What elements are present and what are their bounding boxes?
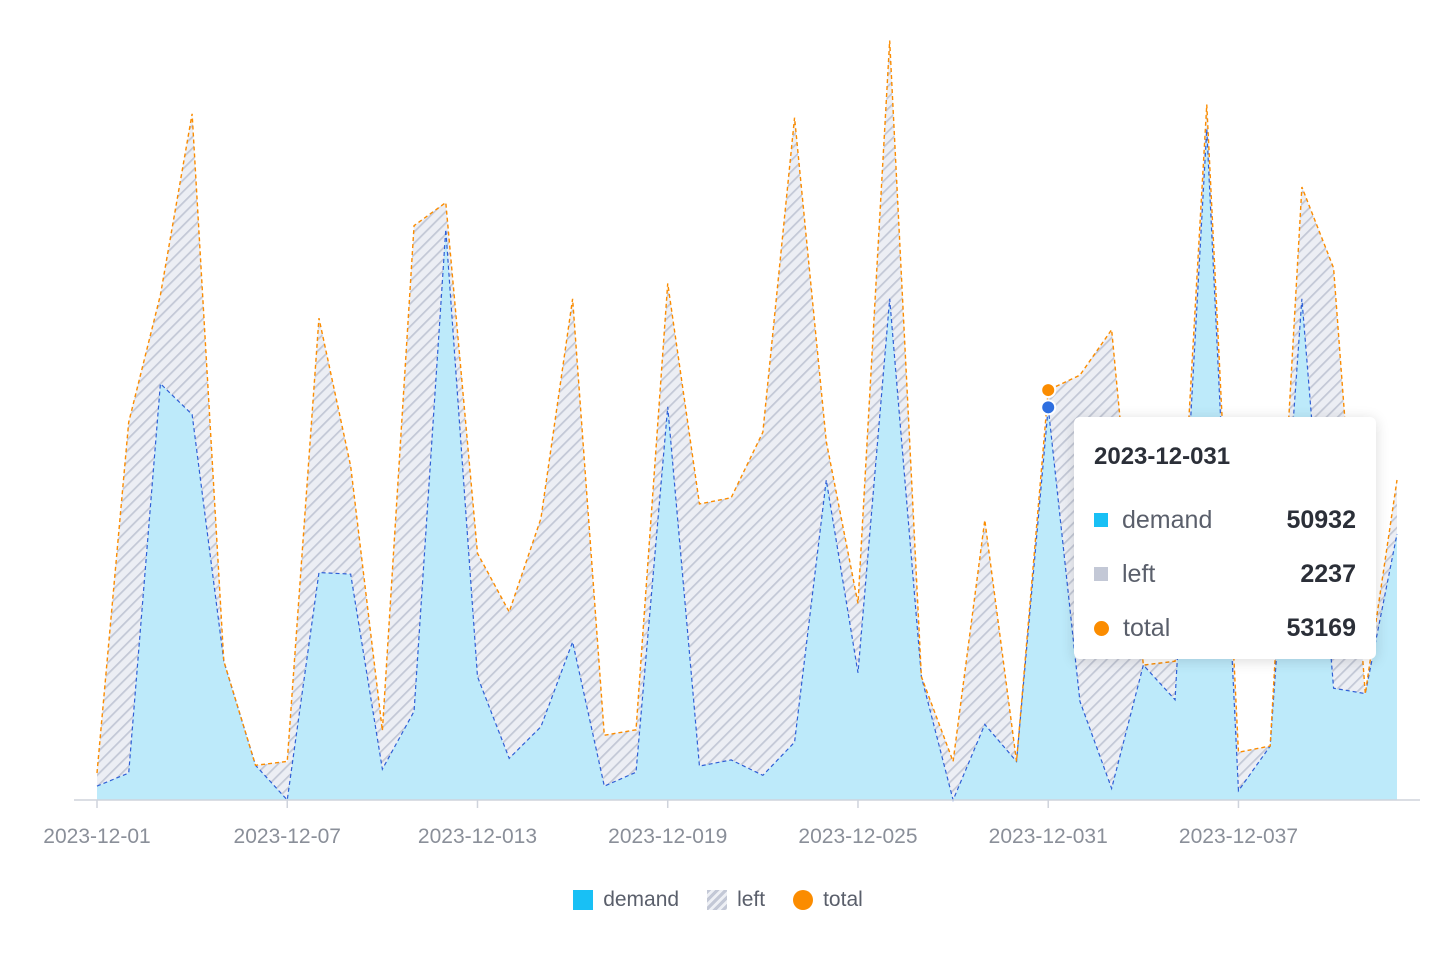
legend: demand left total (0, 884, 1436, 916)
tooltip-row-left: left 2237 (1094, 547, 1356, 601)
tooltip-marker-demand (1094, 513, 1108, 527)
x-tick-label: 2023-12-025 (798, 825, 917, 848)
tooltip-title: 2023-12-031 (1094, 443, 1231, 470)
tooltip-value-total: 53169 (1286, 613, 1356, 642)
x-tick-label: 2023-12-013 (418, 825, 537, 848)
tooltip-row-total: total 53169 (1094, 601, 1356, 655)
legend-label-demand: demand (603, 888, 680, 911)
tooltip-value-demand: 50932 (1286, 505, 1356, 534)
legend-item-demand[interactable]: demand (573, 888, 679, 912)
hover-point-total (1040, 382, 1057, 399)
tooltip-marker-total (1094, 620, 1109, 636)
tooltip: 2023-12-031 demand 50932 left 2237 total… (1074, 417, 1376, 659)
line-total (96, 40, 1398, 774)
tooltip-value-left: 2237 (1300, 559, 1356, 588)
line-demand (96, 129, 1398, 802)
x-tick-label: 2023-12-037 (1179, 825, 1298, 848)
tooltip-marker-left (1094, 567, 1108, 581)
legend-swatch-demand (573, 890, 594, 910)
legend-item-left[interactable]: left (707, 888, 765, 912)
x-tick-label: 2023-12-01 (43, 825, 150, 848)
legend-swatch-total (793, 890, 814, 910)
x-tick-label: 2023-12-019 (608, 825, 727, 848)
legend-label-total: total (823, 888, 863, 911)
tooltip-row-demand: demand 50932 (1094, 493, 1356, 547)
tooltip-name-total: total (1123, 613, 1171, 642)
x-tick-label: 2023-12-031 (989, 825, 1108, 848)
area-left (97, 40, 1397, 800)
legend-label-left: left (737, 888, 766, 911)
x-tick-label: 2023-12-07 (234, 825, 341, 848)
tooltip-name-left: left (1122, 559, 1156, 588)
legend-item-total[interactable]: total (793, 888, 863, 912)
tooltip-name-demand: demand (1122, 505, 1213, 534)
legend-swatch-left (707, 890, 728, 910)
hover-point-demand (1040, 399, 1057, 416)
